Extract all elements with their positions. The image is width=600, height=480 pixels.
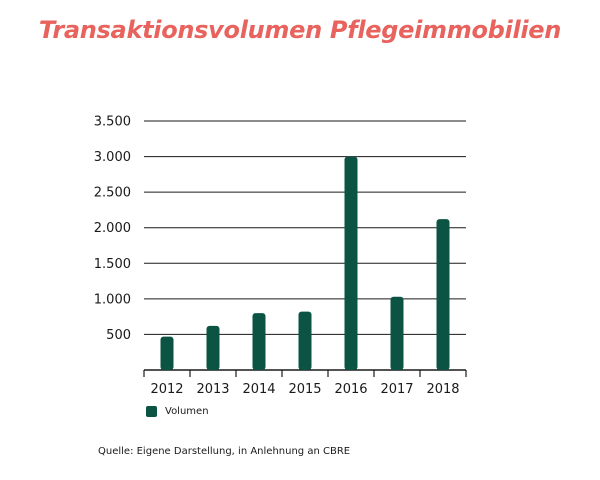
x-tick-label: 2018 — [426, 382, 459, 397]
y-tick-label: 1.500 — [94, 257, 131, 272]
bar-2015 — [298, 311, 312, 370]
bar-2017 — [390, 296, 404, 370]
legend-swatch-volumen — [146, 406, 157, 417]
bar-2013 — [206, 325, 220, 370]
y-tick-label: 3.000 — [94, 150, 131, 165]
y-tick-label: 2.000 — [94, 221, 131, 236]
y-tick-label: 1.000 — [94, 292, 131, 307]
bar-2016 — [344, 156, 358, 370]
x-tick-label: 2014 — [242, 382, 275, 397]
y-tick-label: 2.500 — [94, 186, 131, 201]
bar-2014 — [252, 313, 266, 370]
x-tick-label: 2012 — [150, 382, 183, 397]
source-note: Quelle: Eigene Darstellung, in Anlehnung… — [98, 446, 351, 457]
bar-2018 — [436, 219, 450, 370]
x-tick-label: 2015 — [288, 382, 321, 397]
x-tick-label: 2017 — [380, 382, 413, 397]
y-tick-label: 500 — [106, 328, 131, 343]
chart-legend: Volumen — [146, 406, 209, 417]
chart-title: Transaktionsvolumen Pflegeimmobilien — [38, 16, 562, 44]
x-tick-label: 2013 — [196, 382, 229, 397]
x-tick-label: 2016 — [334, 382, 367, 397]
legend-label-volumen: Volumen — [165, 406, 209, 417]
bar-2012 — [160, 336, 174, 370]
y-tick-label: 3.500 — [94, 115, 131, 130]
